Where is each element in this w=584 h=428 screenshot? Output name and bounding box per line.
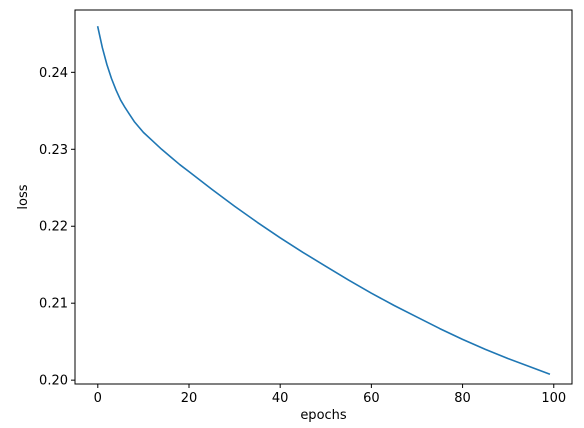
y-tick-label: 0.20 [39,374,68,389]
y-tick-label: 0.24 [39,66,68,81]
x-tick-label: 0 [94,391,102,406]
y-tick-label: 0.23 [39,143,68,158]
y-axis-label: loss [16,184,31,209]
x-tick-label: 100 [541,391,566,406]
x-axis-label: epochs [300,408,347,423]
x-tick-label: 40 [272,391,289,406]
x-axis-ticks: 0 20 40 60 80 100 [94,384,566,406]
x-tick-label: 20 [181,391,198,406]
y-tick-label: 0.22 [39,220,68,235]
plot-area [75,10,572,384]
series-layer [96,25,551,376]
x-tick-label: 60 [363,391,380,406]
loss-series-line [96,25,551,376]
y-tick-label: 0.21 [39,297,68,312]
y-axis-ticks: 0.20 0.21 0.22 0.23 0.24 [39,66,75,389]
plot-frame [74,9,573,385]
x-tick-label: 80 [454,391,471,406]
